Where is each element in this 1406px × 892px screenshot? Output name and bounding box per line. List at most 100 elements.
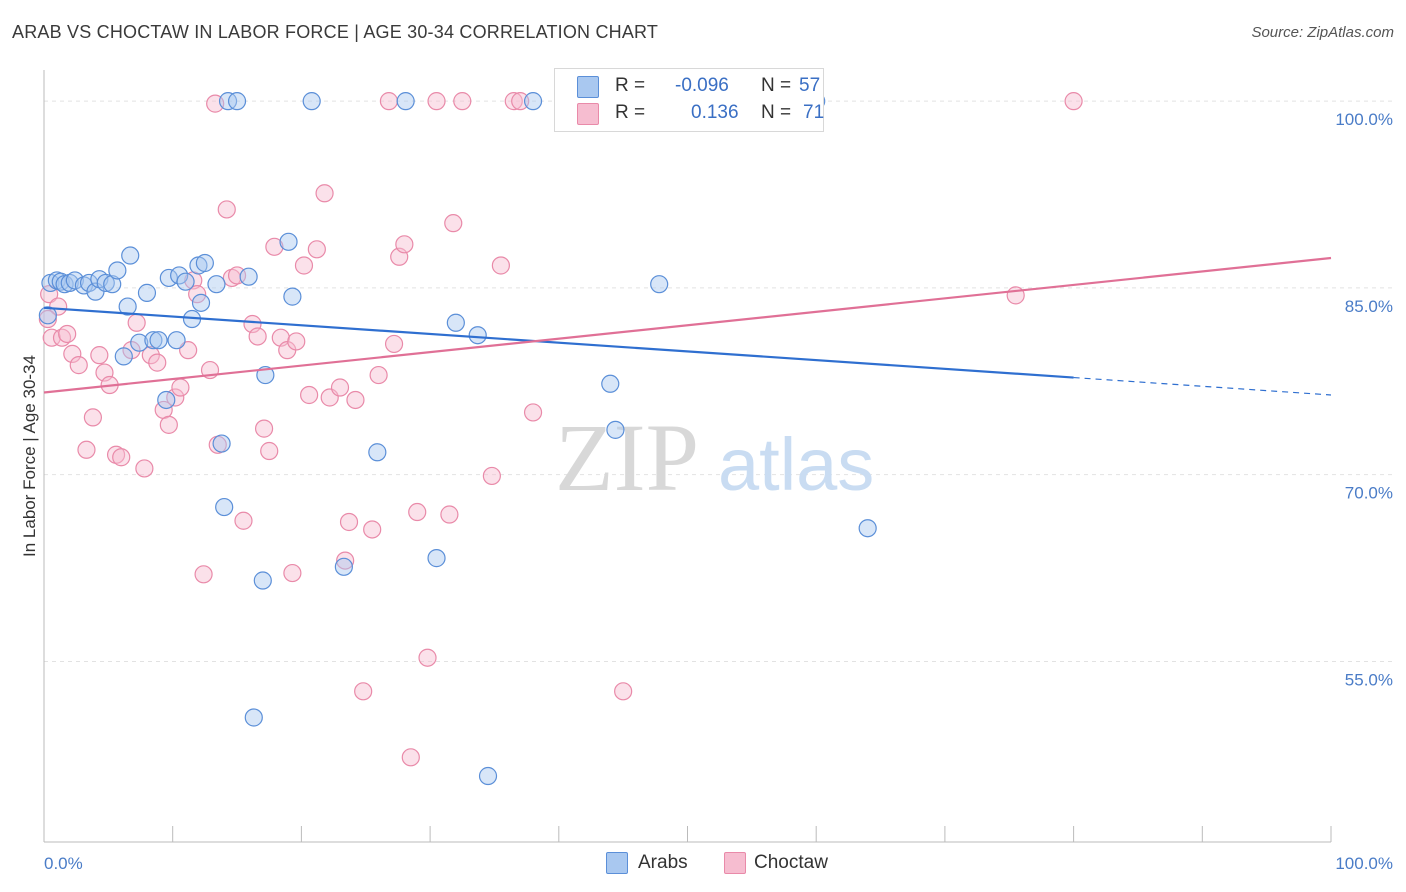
arabs-point — [427, 549, 446, 568]
arabs-r-label: R = — [615, 75, 646, 96]
y-tick-label: 85.0% — [1345, 297, 1393, 316]
arabs-point — [207, 275, 226, 294]
choctaw-point — [384, 334, 404, 354]
arabs-point — [283, 287, 302, 306]
choctaw-point — [300, 385, 319, 405]
arabs-point — [215, 497, 234, 517]
arabs-trend-line — [43, 306, 1074, 379]
arabs-point — [478, 766, 498, 786]
arabs-point — [130, 333, 149, 352]
arabs-point — [103, 275, 122, 294]
choctaw-point — [77, 440, 96, 459]
choctaw-point — [135, 459, 154, 478]
choctaw-point — [440, 505, 459, 524]
arabs-swatch — [577, 76, 599, 98]
bottom-arabs-swatch — [606, 852, 628, 874]
arabs-points — [38, 92, 877, 786]
arabs-point — [858, 519, 877, 538]
arabs-point — [157, 390, 176, 410]
choctaw-point — [148, 353, 167, 372]
arabs-point — [121, 246, 140, 265]
arabs-r-value: -0.096 — [675, 75, 729, 96]
choctaw-points — [38, 92, 1083, 767]
arabs-point — [446, 313, 465, 332]
arabs-point — [96, 273, 115, 293]
choctaw-point — [283, 563, 302, 583]
tick-labels: 55.0% 70.0% 85.0% 100.0% 0.0% 100.0% — [44, 110, 1393, 873]
choctaw-point — [504, 92, 523, 111]
choctaw-trend-line — [43, 256, 1332, 394]
choctaw-n-value: 71 — [803, 102, 825, 123]
arabs-point — [114, 347, 133, 366]
arabs-point — [227, 92, 247, 111]
arabs-point — [601, 374, 620, 393]
choctaw-point — [363, 520, 382, 539]
arabs-point — [279, 232, 298, 251]
arabs-point — [334, 557, 353, 576]
choctaw-point — [315, 184, 334, 203]
choctaw-point — [339, 512, 359, 532]
y-tick-label: 100.0% — [1335, 110, 1393, 129]
arabs-point — [65, 271, 84, 290]
choctaw-r-label: R = — [615, 102, 646, 123]
arabs-point — [368, 443, 387, 462]
arabs-point — [253, 571, 272, 590]
bottom-choctaw-swatch — [724, 852, 746, 874]
choctaw-point — [265, 237, 284, 256]
choctaw-point — [1064, 92, 1083, 111]
choctaw-point — [427, 92, 446, 111]
choctaw-point — [58, 324, 77, 344]
arabs-point — [137, 283, 157, 302]
choctaw-point — [260, 441, 279, 461]
choctaw-point — [511, 92, 530, 111]
choctaw-point — [194, 565, 213, 584]
choctaw-point — [453, 92, 472, 111]
choctaw-point — [369, 365, 388, 385]
arabs-point — [239, 267, 258, 286]
arabs-point — [244, 708, 263, 727]
choctaw-point — [159, 415, 178, 434]
arabs-point — [195, 253, 214, 273]
watermark-zip: ZIP — [555, 404, 699, 511]
choctaw-point — [444, 214, 463, 233]
choctaw-point — [141, 346, 160, 365]
choctaw-point — [217, 200, 236, 219]
choctaw-r-value: 0.136 — [691, 102, 739, 123]
choctaw-point — [287, 332, 306, 351]
choctaw-point — [112, 448, 131, 467]
arabs-point — [149, 331, 168, 350]
arabs-point — [650, 275, 669, 294]
arabs-point — [108, 261, 127, 280]
choctaw-point — [346, 390, 365, 410]
choctaw-point — [395, 235, 414, 254]
choctaw-point — [69, 356, 88, 375]
y-tick-label: 70.0% — [1345, 484, 1393, 503]
arabs-point — [144, 331, 163, 350]
arabs-point — [302, 92, 321, 111]
source-label: Source: ZipAtlas.com — [1251, 24, 1394, 41]
x-tick-label: 0.0% — [44, 854, 83, 873]
arabs-point — [176, 272, 195, 291]
bottom-arabs-label: Arabs — [638, 852, 688, 873]
arabs-point — [468, 326, 487, 345]
choctaw-point — [482, 466, 501, 486]
choctaw-point — [179, 341, 198, 360]
choctaw-n-label: N = — [761, 102, 792, 123]
choctaw-point — [90, 346, 109, 365]
choctaw-point — [418, 648, 437, 667]
bottom-choctaw-label: Choctaw — [754, 852, 828, 873]
choctaw-point — [188, 285, 207, 304]
chart-title: ARAB VS CHOCTAW IN LABOR FORCE | AGE 30-… — [12, 22, 659, 42]
axes — [43, 70, 1332, 843]
arabs-point — [523, 92, 543, 111]
choctaw-point — [330, 378, 350, 397]
y-tick-label: 55.0% — [1345, 670, 1393, 689]
choctaw-point — [491, 256, 510, 275]
arabs-trend-extension — [1073, 376, 1332, 396]
choctaw-point — [336, 551, 355, 570]
choctaw-point — [294, 256, 314, 275]
choctaw-swatch — [577, 103, 599, 125]
arabs-n-label: N = — [761, 75, 792, 96]
choctaw-point — [408, 502, 427, 522]
trend-lines — [43, 256, 1332, 396]
